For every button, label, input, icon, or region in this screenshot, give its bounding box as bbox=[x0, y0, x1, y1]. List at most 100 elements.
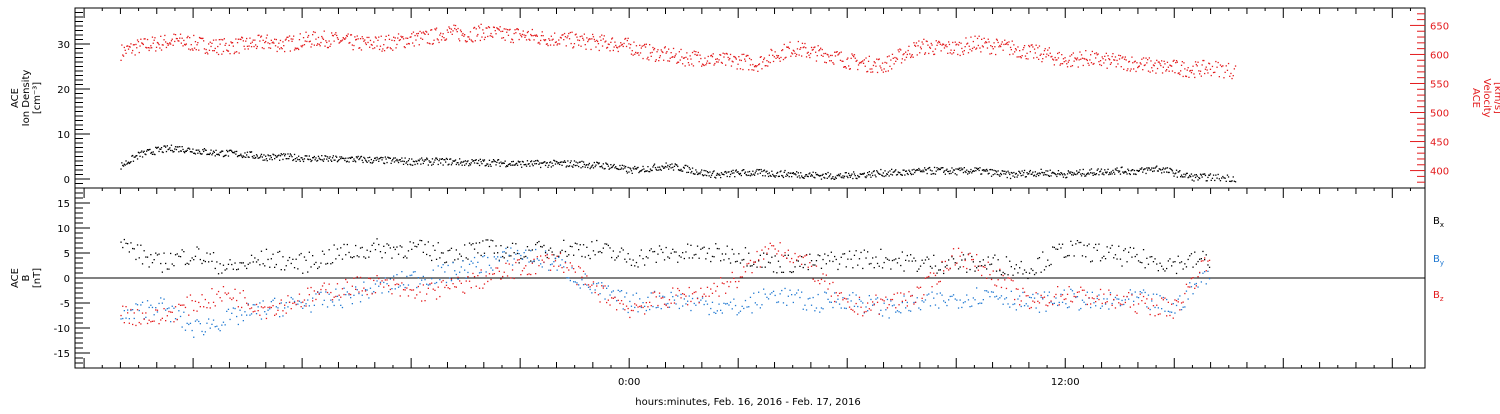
bz-point bbox=[414, 297, 415, 298]
velocity-point bbox=[365, 42, 366, 43]
b-tick-label: 10 bbox=[57, 224, 70, 235]
ion-density-point bbox=[715, 177, 716, 178]
ion-density-point bbox=[436, 158, 437, 159]
bx-point bbox=[604, 243, 605, 244]
bx-point bbox=[145, 256, 146, 257]
velocity-point bbox=[672, 56, 673, 57]
bx-point bbox=[272, 254, 273, 255]
bz-point bbox=[495, 267, 496, 268]
bx-point bbox=[821, 268, 822, 269]
bz-point bbox=[210, 307, 211, 308]
bx-point bbox=[206, 252, 207, 253]
ion-density-point bbox=[490, 166, 491, 167]
bz-point bbox=[421, 300, 422, 301]
ion-density-point bbox=[299, 159, 300, 160]
velocity-point bbox=[1135, 61, 1136, 62]
velocity-point bbox=[1196, 64, 1197, 65]
ion-density-point bbox=[589, 163, 590, 164]
bz-point bbox=[697, 298, 698, 299]
velocity-point bbox=[680, 59, 681, 60]
ion-density-point bbox=[880, 169, 881, 170]
velocity-point bbox=[830, 55, 831, 56]
by-point bbox=[162, 303, 163, 304]
velocity-point bbox=[881, 69, 882, 70]
velocity-point bbox=[853, 56, 854, 57]
bz-point bbox=[669, 299, 670, 300]
velocity-point bbox=[287, 37, 288, 38]
by-point bbox=[885, 309, 886, 310]
velocity-point bbox=[633, 42, 634, 43]
velocity-point bbox=[418, 33, 419, 34]
velocity-point bbox=[752, 64, 753, 65]
by-point bbox=[637, 311, 638, 312]
bz-point bbox=[373, 280, 374, 281]
velocity-point bbox=[1107, 68, 1108, 69]
bx-point bbox=[925, 259, 926, 260]
bx-point bbox=[312, 255, 313, 256]
ion-density-point bbox=[936, 171, 937, 172]
bz-point bbox=[998, 279, 999, 280]
velocity-point bbox=[563, 39, 564, 40]
velocity-point bbox=[557, 43, 558, 44]
ion-density-point bbox=[452, 162, 453, 163]
bz-point bbox=[801, 264, 802, 265]
velocity-point bbox=[779, 58, 780, 59]
bz-point bbox=[679, 290, 680, 291]
ion-density-point bbox=[344, 160, 345, 161]
by-point bbox=[936, 293, 937, 294]
velocity-point bbox=[254, 40, 255, 41]
velocity-point bbox=[626, 46, 627, 47]
bz-point bbox=[530, 274, 531, 275]
ion-density-point bbox=[1133, 173, 1134, 174]
by-point bbox=[588, 287, 589, 288]
velocity-point bbox=[1206, 67, 1207, 68]
bz-point bbox=[960, 256, 961, 257]
bz-point bbox=[233, 297, 234, 298]
velocity-point bbox=[275, 45, 276, 46]
ion-density-point bbox=[1037, 173, 1038, 174]
velocity-point bbox=[916, 42, 917, 43]
velocity-point bbox=[1029, 46, 1030, 47]
bz-point bbox=[1041, 295, 1042, 296]
bz-point bbox=[1027, 295, 1028, 296]
ion-density-point bbox=[357, 157, 358, 158]
bz-point bbox=[1186, 284, 1187, 285]
velocity-point bbox=[120, 60, 121, 61]
ion-density-point bbox=[766, 171, 767, 172]
ion-density-point bbox=[575, 165, 576, 166]
velocity-point bbox=[820, 48, 821, 49]
velocity-point bbox=[143, 44, 144, 45]
ion-density-point bbox=[414, 164, 415, 165]
velocity-point bbox=[895, 61, 896, 62]
bz-point bbox=[803, 257, 804, 258]
velocity-point bbox=[763, 59, 764, 60]
bz-point bbox=[573, 268, 574, 269]
ion-density-point bbox=[580, 167, 581, 168]
velocity-point bbox=[429, 43, 430, 44]
velocity-point bbox=[776, 55, 777, 56]
velocity-point bbox=[1161, 60, 1162, 61]
bz-point bbox=[1017, 289, 1018, 290]
ion-density-point bbox=[654, 164, 655, 165]
ion-density-point bbox=[359, 158, 360, 159]
velocity-point bbox=[887, 56, 888, 57]
bz-point bbox=[588, 284, 589, 285]
bz-point bbox=[370, 278, 371, 279]
ion-density-point bbox=[125, 164, 126, 165]
bz-point bbox=[723, 283, 724, 284]
ion-density-point bbox=[658, 169, 659, 170]
velocity-point bbox=[463, 36, 464, 37]
bx-point bbox=[907, 255, 908, 256]
by-point bbox=[424, 279, 425, 280]
bz-point bbox=[223, 286, 224, 287]
density-tick-label: 10 bbox=[57, 130, 70, 141]
bz-point bbox=[418, 286, 419, 287]
bz-point bbox=[454, 286, 455, 287]
ion-density-point bbox=[451, 164, 452, 165]
bz-point bbox=[1077, 292, 1078, 293]
velocity-point bbox=[174, 41, 175, 42]
ion-density-point bbox=[723, 174, 724, 175]
velocity-point bbox=[587, 41, 588, 42]
bx-point bbox=[826, 263, 827, 264]
ion-density-point bbox=[993, 174, 994, 175]
